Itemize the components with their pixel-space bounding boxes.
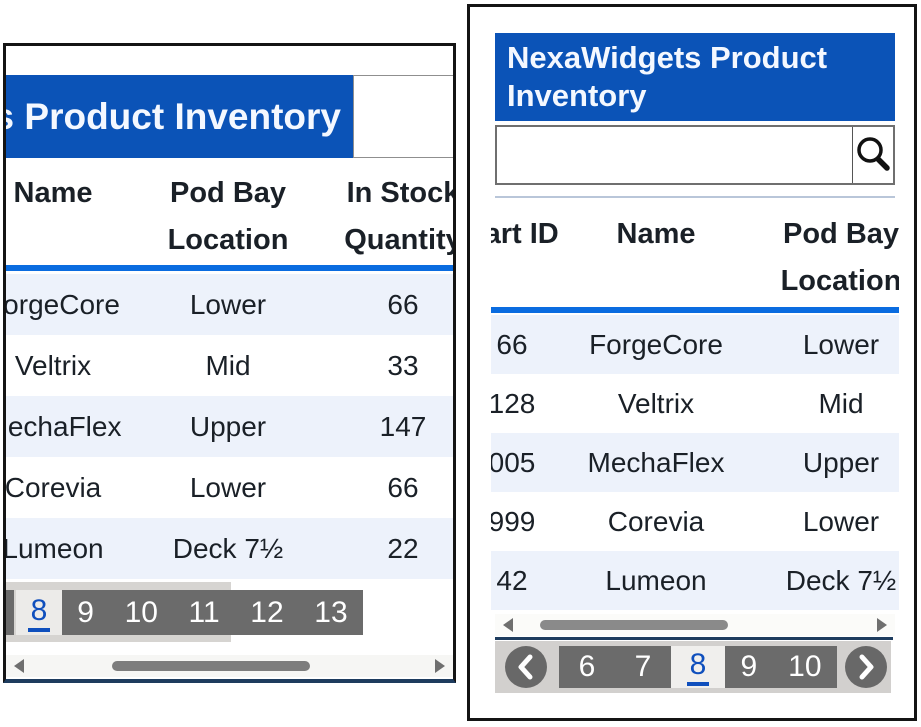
cell-name: Veltrix	[617, 387, 695, 419]
cell-name: Veltrix	[14, 349, 92, 381]
table-row[interactable]: Corevia Lower 66	[6, 457, 453, 518]
pager-button-band: 6 7	[559, 646, 671, 688]
cell-quantity: 147	[379, 410, 427, 442]
chevron-right-icon	[859, 654, 874, 680]
cell-name: Lumeon	[6, 532, 104, 564]
cell-location: Mid	[818, 387, 864, 419]
page-button[interactable]: 10	[124, 595, 158, 629]
app-title: NexaWidgets Product Inventory	[507, 40, 828, 113]
cell-part-id: 005	[491, 446, 536, 478]
search-icon	[857, 137, 890, 171]
cell-location: Lower	[189, 288, 267, 320]
table-row[interactable]: 66 ForgeCore Lower	[491, 315, 899, 374]
column-header-location: Pod Bay Location	[780, 218, 899, 297]
search-input[interactable]	[497, 127, 852, 183]
scrollbar-thumb[interactable]	[112, 661, 310, 671]
page-button[interactable]: 11	[188, 595, 220, 629]
scroll-left-icon[interactable]	[14, 659, 24, 673]
table-row[interactable]: MechaFlex Upper 147	[6, 396, 453, 457]
table-row[interactable]: 128 Veltrix Mid	[491, 374, 899, 433]
divider	[495, 637, 893, 640]
chevron-left-icon	[518, 654, 533, 680]
table-row[interactable]: 42 Lumeon Deck 7½	[491, 551, 899, 610]
table-row[interactable]: Lumeon Deck 7½ 22	[6, 518, 453, 579]
right-viewport: NexaWidgets Product Inventory Part ID	[470, 7, 914, 718]
column-header-quantity: In Stock Quantity	[344, 177, 453, 256]
horizontal-scrollbar[interactable]	[6, 655, 453, 677]
cell-quantity: 66	[387, 471, 419, 503]
app-title: NexaWidgets Product Inventory	[6, 95, 341, 137]
scroll-right-icon[interactable]	[435, 659, 445, 673]
page-button[interactable]: 7	[634, 650, 652, 683]
column-header-location: Pod Bay Location	[167, 177, 289, 256]
cell-name: Corevia	[607, 505, 705, 537]
column-header-name: Name	[616, 218, 696, 250]
scroll-right-icon[interactable]	[877, 618, 887, 632]
table-row[interactable]: Veltrix Mid 33	[6, 335, 453, 396]
cell-quantity: 66	[387, 288, 419, 320]
search-button[interactable]	[852, 127, 893, 183]
app-title-bar: NexaWidgets Product Inventory	[495, 33, 895, 121]
page-button[interactable]: 13	[314, 595, 348, 629]
page-button-partial[interactable]	[6, 590, 14, 635]
page-button-current[interactable]: 8	[16, 590, 62, 635]
scroll-left-icon[interactable]	[503, 618, 513, 632]
table-row[interactable]: 005 MechaFlex Upper	[491, 433, 899, 492]
column-header-name: Name	[13, 177, 93, 209]
table-row[interactable]: 999 Corevia Lower	[491, 492, 899, 551]
cell-part-id: 42	[496, 564, 528, 596]
page-button[interactable]: 6	[578, 650, 596, 683]
pager-button-band: 9 10 11 12 13	[62, 590, 363, 635]
cell-name: MechaFlex	[587, 446, 725, 478]
cell-location: Mid	[205, 349, 251, 381]
page-button-current[interactable]: 8	[671, 646, 725, 688]
cell-name: MechaFlex	[6, 410, 122, 442]
cell-location: Lower	[189, 471, 267, 503]
divider	[495, 196, 895, 198]
right-window: NexaWidgets Product Inventory Part ID	[467, 4, 917, 721]
header-underline	[491, 307, 899, 313]
cell-location: Lower	[802, 505, 880, 537]
search-box	[495, 125, 895, 185]
cell-name: ForgeCore	[589, 328, 723, 360]
grid-viewport: Part ID Name Pod Bay Location 66 ForgeCo…	[491, 203, 899, 611]
cell-name: Corevia	[6, 471, 102, 503]
cell-quantity: 22	[387, 532, 419, 564]
cell-part-id: 128	[491, 387, 536, 419]
table-row[interactable]: ForgeCore Lower 66	[6, 274, 453, 335]
previous-page-button[interactable]	[505, 646, 547, 688]
header-underline	[6, 265, 453, 271]
next-page-button[interactable]	[845, 646, 887, 688]
left-window: NexaWidgets Product Inventory Name Pod B…	[3, 43, 456, 683]
page-button[interactable]: 9	[77, 595, 94, 629]
pager-panel: 6 7 8 9 10	[495, 641, 891, 693]
app-title-bar: NexaWidgets Product Inventory	[6, 75, 353, 158]
column-header-part-id: Part ID	[491, 218, 559, 250]
cell-name: Lumeon	[605, 564, 707, 596]
cell-location: Lower	[802, 328, 880, 360]
search-input[interactable]	[353, 75, 453, 158]
cell-location: Upper	[802, 446, 880, 478]
cell-location: Deck 7½	[785, 564, 897, 596]
cell-name: ForgeCore	[6, 288, 120, 320]
page-button[interactable]: 10	[788, 650, 822, 683]
page-button[interactable]: 9	[740, 650, 758, 683]
horizontal-scrollbar[interactable]	[495, 614, 895, 636]
left-viewport: NexaWidgets Product Inventory Name Pod B…	[6, 46, 453, 679]
cell-quantity: 33	[387, 349, 419, 381]
scrollbar-thumb[interactable]	[540, 620, 728, 630]
pager-button-band: 9 10	[725, 646, 837, 688]
cell-location: Upper	[189, 410, 267, 442]
cell-part-id: 999	[491, 505, 536, 537]
cell-location: Deck 7½	[172, 532, 284, 564]
cell-part-id: 66	[496, 328, 528, 360]
page-button[interactable]: 12	[250, 595, 284, 629]
